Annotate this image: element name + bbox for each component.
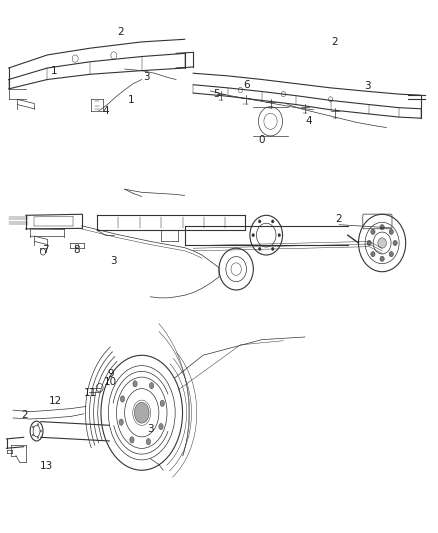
Ellipse shape — [133, 381, 137, 387]
Ellipse shape — [37, 424, 39, 426]
Text: 10: 10 — [104, 377, 117, 387]
Circle shape — [393, 240, 397, 246]
Circle shape — [278, 233, 281, 237]
Text: 7: 7 — [42, 245, 49, 255]
Circle shape — [380, 224, 384, 230]
Text: 1: 1 — [128, 95, 134, 106]
Ellipse shape — [37, 437, 39, 439]
Text: 8: 8 — [73, 245, 80, 255]
Ellipse shape — [160, 400, 164, 407]
Ellipse shape — [120, 396, 125, 402]
Circle shape — [389, 252, 393, 257]
Text: 3: 3 — [147, 424, 154, 434]
Text: 2: 2 — [21, 410, 28, 421]
Text: 1: 1 — [50, 66, 57, 76]
Text: 9: 9 — [107, 369, 114, 378]
Circle shape — [258, 220, 261, 223]
Circle shape — [258, 247, 261, 251]
Circle shape — [378, 238, 386, 248]
Circle shape — [389, 229, 393, 235]
Ellipse shape — [119, 419, 124, 425]
Ellipse shape — [32, 426, 34, 428]
Ellipse shape — [146, 439, 151, 445]
Circle shape — [380, 256, 384, 261]
Text: 0: 0 — [259, 134, 265, 144]
Circle shape — [252, 233, 254, 237]
Ellipse shape — [32, 434, 34, 436]
Circle shape — [272, 247, 274, 251]
Circle shape — [272, 220, 274, 223]
Circle shape — [367, 240, 371, 246]
Text: 5: 5 — [214, 89, 220, 99]
Ellipse shape — [149, 383, 154, 389]
Text: 2: 2 — [335, 214, 342, 224]
Text: 2: 2 — [117, 28, 124, 37]
Ellipse shape — [40, 430, 42, 432]
Ellipse shape — [130, 437, 134, 443]
Text: 4: 4 — [306, 116, 312, 126]
Text: 3: 3 — [364, 82, 371, 91]
Text: 13: 13 — [40, 461, 53, 471]
Circle shape — [371, 252, 375, 257]
Text: 3: 3 — [143, 72, 149, 83]
Ellipse shape — [134, 402, 149, 423]
Text: 11: 11 — [84, 388, 97, 398]
Text: 4: 4 — [102, 106, 109, 116]
Text: 12: 12 — [49, 395, 62, 406]
Circle shape — [371, 229, 375, 235]
Text: 6: 6 — [244, 80, 250, 90]
Text: 3: 3 — [110, 256, 117, 266]
Text: 2: 2 — [332, 37, 338, 47]
Ellipse shape — [159, 423, 163, 430]
